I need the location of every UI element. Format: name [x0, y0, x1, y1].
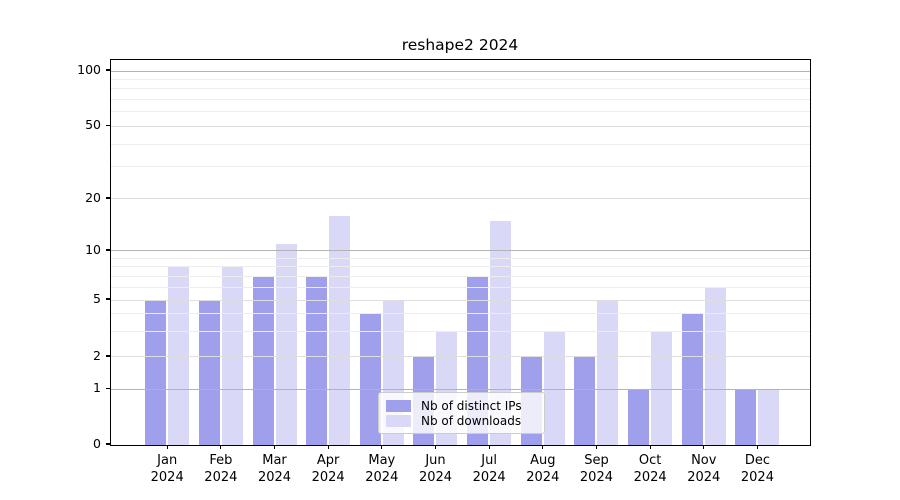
y-tick-mark-10: [106, 249, 110, 251]
bar-downloads-mar: [275, 243, 297, 445]
y-tick-label-2: 2: [93, 347, 101, 363]
gridline-mid-5: [111, 299, 810, 301]
bar-distinct-ips-dec: [735, 389, 757, 445]
bar-distinct-ips-jan: [145, 300, 167, 445]
y-tick-mark-5: [106, 298, 110, 300]
x-tick-mark-apr: [327, 445, 329, 450]
y-tick-label-50: 50: [85, 117, 101, 133]
x-tick-mark-nov: [703, 445, 705, 450]
gridline-mid-2: [111, 356, 810, 358]
x-tick-mark-jul: [488, 445, 490, 450]
gridline-minor-30: [111, 166, 810, 168]
y-tick-label-10: 10: [85, 241, 101, 257]
x-tick-mark-sep: [595, 445, 598, 450]
x-tick-mark-feb: [220, 445, 222, 450]
y-tick-label-0: 0: [93, 436, 101, 451]
x-tick-mark-aug: [542, 445, 544, 450]
gridline-minor-3: [111, 331, 810, 333]
y-tick-mark-100: [106, 69, 110, 71]
gridline-minor-60: [111, 111, 810, 113]
gridline-mid-20: [111, 198, 810, 200]
gridline-minor-70: [111, 99, 810, 101]
bar-downloads-aug: [543, 331, 565, 445]
legend-swatch-downloads: [386, 414, 411, 427]
bar-distinct-ips-may: [359, 313, 381, 445]
gridline-minor-4: [111, 313, 810, 315]
x-tick-mark-oct: [649, 445, 651, 450]
x-tick-label-jun: Jun 2024: [418, 453, 453, 485]
legend: Nb of distinct IPs Nb of downloads: [378, 392, 545, 434]
x-tick-label-jan: Jan 2024: [150, 453, 184, 485]
gridline-major-10: [111, 250, 810, 252]
y-tick-mark-2: [106, 355, 110, 357]
bar-downloads-dec: [758, 389, 780, 445]
x-tick-label-aug: Aug 2024: [526, 453, 560, 485]
x-tick-mark-jun: [434, 445, 437, 450]
bar-downloads-apr: [329, 215, 351, 445]
gridline-mid-50: [111, 125, 810, 127]
chart-title: reshape2 2024: [401, 36, 519, 54]
legend-item-distinct-ips: Nb of distinct IPs: [386, 398, 536, 413]
x-tick-label-mar: Mar 2024: [257, 453, 292, 485]
bar-downloads-nov: [704, 287, 726, 445]
legend-label-downloads: Nb of downloads: [421, 413, 522, 428]
bar-downloads-feb: [221, 266, 243, 445]
bar-downloads-sep: [597, 300, 619, 445]
gridline-major-1: [111, 388, 810, 390]
x-tick-mark-jan: [166, 445, 168, 450]
x-tick-label-dec: Dec 2024: [740, 453, 774, 485]
x-tick-label-jul: Jul 2024: [472, 453, 506, 485]
y-tick-mark-20: [106, 197, 110, 199]
legend-item-downloads: Nb of downloads: [386, 413, 536, 428]
x-tick-mark-mar: [273, 445, 276, 450]
x-tick-label-oct: Oct 2024: [633, 453, 667, 485]
legend-label-distinct-ips: Nb of distinct IPs: [421, 398, 522, 413]
bar-distinct-ips-nov: [681, 313, 703, 445]
gridline-minor-8: [111, 266, 810, 268]
gridline-minor-40: [111, 143, 810, 145]
x-tick-label-nov: Nov 2024: [687, 453, 721, 485]
gridline-minor-9: [111, 257, 810, 259]
gridline-minor-80: [111, 88, 810, 90]
gridline-minor-7: [111, 275, 810, 277]
bar-distinct-ips-sep: [574, 357, 596, 445]
x-tick-mark-may: [381, 445, 383, 450]
gridline-minor-90: [111, 78, 810, 80]
gridline-major-100: [111, 70, 810, 72]
plot-area: [110, 59, 811, 446]
y-tick-label-20: 20: [85, 189, 101, 205]
y-tick-label-5: 5: [93, 291, 101, 306]
bar-distinct-ips-apr: [306, 276, 328, 445]
bar-distinct-ips-feb: [198, 300, 220, 445]
x-tick-label-feb: Feb 2024: [204, 453, 238, 485]
gridline-minor-6: [111, 286, 810, 288]
bar-distinct-ips-oct: [628, 389, 650, 445]
y-tick-label-1: 1: [93, 380, 101, 396]
y-tick-mark-50: [106, 124, 110, 127]
x-tick-label-may: May 2024: [365, 453, 399, 485]
bar-downloads-jan: [168, 266, 190, 445]
x-tick-mark-dec: [756, 445, 758, 450]
x-tick-label-sep: Sep 2024: [579, 453, 613, 485]
bar-downloads-oct: [651, 331, 673, 445]
x-tick-label-apr: Apr 2024: [311, 453, 345, 485]
y-tick-mark-1: [106, 387, 110, 390]
bar-distinct-ips-mar: [252, 276, 274, 445]
legend-swatch-distinct-ips: [386, 399, 411, 412]
y-tick-label-100: 100: [77, 62, 101, 77]
y-tick-mark-0: [106, 443, 110, 445]
